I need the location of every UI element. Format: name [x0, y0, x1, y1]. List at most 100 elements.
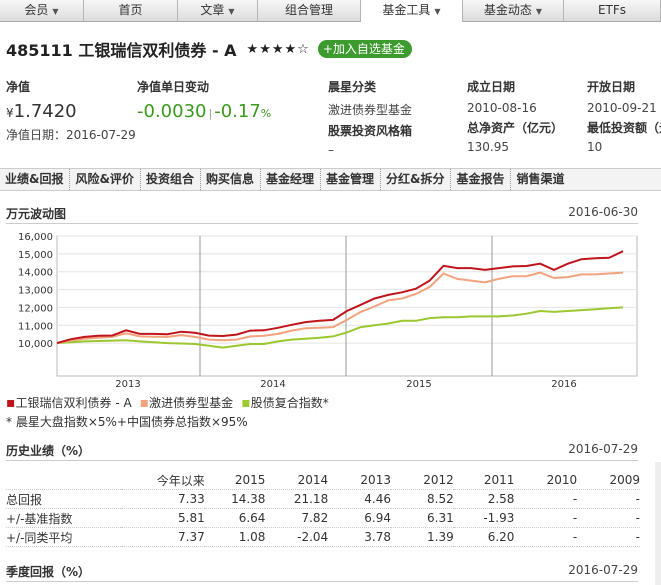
table-row: +/-同类平均 7.37 1.08 -2.04 3.78 1.39 6.20- -	[6, 527, 640, 547]
nav-tab-6[interactable]: ETFs	[564, 0, 661, 21]
column-header: 2011	[453, 471, 515, 490]
section-nav: 业绩&回报 风险&评价 投资组合 购买信息 基金经理 基金管理 分红&拆分 基金报告 销售渠道	[0, 168, 661, 191]
table-cell: 8.52	[390, 489, 454, 509]
column-header: 2009	[577, 471, 640, 490]
table-cell: -	[577, 508, 640, 528]
caret-down-icon: ▼	[52, 7, 59, 16]
table-cell: 3.78	[328, 527, 391, 547]
series-line	[56, 306, 624, 349]
table-cell: 6.31	[390, 508, 454, 528]
top-nav: 会员 ▼ 首页 文章 ▼ 组合管理 基金工具 ▼ 基金动态 ▼ ETFs	[0, 0, 661, 22]
nav-tab-0[interactable]: 会员 ▼	[0, 0, 84, 21]
chart-section-header: 万元波动图 2016-06-30	[6, 205, 638, 224]
min-invest-label: 最低投资额（元	[587, 121, 661, 135]
nav-tab-label: 基金动态	[483, 3, 532, 17]
nav-tab-5[interactable]: 基金动态 ▼	[463, 0, 564, 21]
nav-tab-1[interactable]: 首页	[84, 0, 178, 21]
plot-area	[56, 235, 638, 377]
table-cell: 21.18	[265, 489, 329, 509]
fund-title: 485111 工银瑞信双利债券 - A	[6, 41, 237, 60]
table-cell: 6.64	[204, 508, 266, 528]
open-value: 2010-09-21	[587, 101, 657, 115]
legend-item: ▪激进债券型基金	[139, 395, 234, 411]
chart-legend: ▪工银瑞信双利债券 - A ▪激进债券型基金 ▪股债复合指数*	[6, 394, 337, 411]
legend-swatch-icon: ▪	[241, 395, 251, 411]
inception-label: 成立日期	[467, 80, 516, 94]
style-label: 股票投资风格箱	[328, 124, 413, 138]
column-header	[6, 471, 122, 490]
chart-date: 2016-06-30	[568, 205, 638, 219]
table-cell: +/-同类平均	[6, 527, 122, 547]
caret-down-icon: ▼	[434, 7, 441, 16]
nav-tab-3[interactable]: 组合管理	[258, 0, 361, 21]
table-cell: -2.04	[265, 527, 329, 547]
nav-tab-label: ETFs	[597, 3, 627, 17]
history-section-header: 历史业绩（%） 2016-07-29	[6, 442, 638, 461]
caret-down-icon: ▼	[535, 7, 543, 16]
assets-label: 总净资产（亿元）	[467, 121, 564, 135]
nav-tab-label: 首页	[118, 3, 143, 17]
open-label: 开放日期	[587, 80, 636, 94]
quarterly-section-header: 季度回报（%） 2016-07-29	[6, 563, 638, 582]
section-link-8[interactable]: 销售渠道	[510, 169, 570, 190]
table-cell: -	[577, 489, 640, 509]
table-cell: -	[514, 527, 578, 547]
nav-date: 净值日期：2016-07-29	[6, 128, 136, 142]
legend-swatch-icon: ▪	[6, 395, 16, 411]
legend-item: ▪工银瑞信双利债券 - A	[6, 395, 132, 411]
section-link-5[interactable]: 基金管理	[319, 169, 380, 190]
table-header-row: 今年以来 2015 2014 2013 2012 2011 2010 2009	[6, 471, 640, 490]
nav-tab-4[interactable]: 基金工具 ▼	[361, 0, 463, 22]
section-link-3[interactable]: 购买信息	[199, 169, 260, 190]
legend-swatch-icon: ▪	[139, 395, 150, 411]
y-tick-label: 15,000	[18, 250, 53, 261]
column-header: 2014	[265, 471, 329, 490]
nav-tab-label: 组合管理	[284, 3, 333, 17]
table-cell: 4.46	[328, 489, 391, 509]
add-watchlist-button[interactable]: +加入自选基金	[317, 40, 412, 58]
assets-value: 130.95	[467, 140, 509, 154]
scrollbar[interactable]	[655, 462, 661, 585]
table-cell: 6.94	[328, 508, 391, 528]
column-header: 2013	[328, 471, 391, 490]
x-tick-label: 2013	[115, 379, 140, 390]
table-cell: 2.58	[453, 489, 515, 509]
history-table: 今年以来 2015 2014 2013 2012 2011 2010 2009 总回报 7.33 1…	[6, 471, 640, 547]
table-cell: 14.38	[204, 489, 266, 509]
table-row: 总回报 7.33 14.38 21.18 4.46 8.52 2.58- -	[6, 489, 640, 509]
table-cell: 5.81	[121, 508, 205, 528]
y-tick-label: 14,000	[18, 268, 53, 279]
fund-title-bar: 485111 工银瑞信双利债券 - A ★★★★☆ +加入自选基金	[6, 37, 412, 61]
y-tick-label: 13,000	[18, 286, 53, 297]
table-cell: -	[514, 489, 578, 509]
nav-tab-label: 文章	[200, 3, 225, 17]
nav-tab-2[interactable]: 文章 ▼	[178, 0, 258, 21]
table-cell: 1.08	[204, 527, 266, 547]
section-link-0[interactable]: 业绩&回报	[5, 172, 64, 186]
table-cell: 7.37	[121, 527, 205, 547]
section-link-6[interactable]: 分红&拆分	[380, 169, 450, 190]
legend-label: 股债复合指数*	[250, 396, 329, 410]
quarterly-title: 季度回报（%）	[6, 565, 91, 579]
legend-label: 激进债券型基金	[149, 396, 234, 410]
legend-label: 工银瑞信双利债券 - A	[15, 396, 132, 410]
series-line	[56, 271, 624, 345]
inception-value: 2010-08-16	[467, 101, 537, 115]
table-cell: 总回报	[6, 489, 122, 509]
nav-value: ¥1.7420	[6, 101, 77, 122]
table-row: +/-基准指数 5.81 6.64 7.82 6.94 6.31 -1.93- -	[6, 508, 640, 528]
section-link-4[interactable]: 基金经理	[259, 169, 320, 190]
index-note: * 晨星大盘指数×5%+中国债券总指数×95%	[6, 415, 248, 429]
y-tick-label: 11,000	[18, 321, 53, 332]
category-label: 晨星分类	[328, 80, 377, 94]
section-link-7[interactable]: 基金报告	[450, 169, 510, 190]
table-cell: 6.20	[453, 527, 515, 547]
nav-label: 净值	[6, 80, 31, 94]
table-cell: +/-基准指数	[6, 508, 122, 528]
section-link-1[interactable]: 风险&评价	[69, 169, 139, 190]
table-cell: 7.33	[121, 489, 205, 509]
nav-block: 净值 ¥1.7420 净值日期：2016-07-29	[6, 78, 136, 143]
nav-tab-label: 会员	[24, 3, 49, 17]
nav-tab-label: 基金工具	[382, 3, 431, 17]
section-link-2[interactable]: 投资组合	[139, 169, 200, 190]
